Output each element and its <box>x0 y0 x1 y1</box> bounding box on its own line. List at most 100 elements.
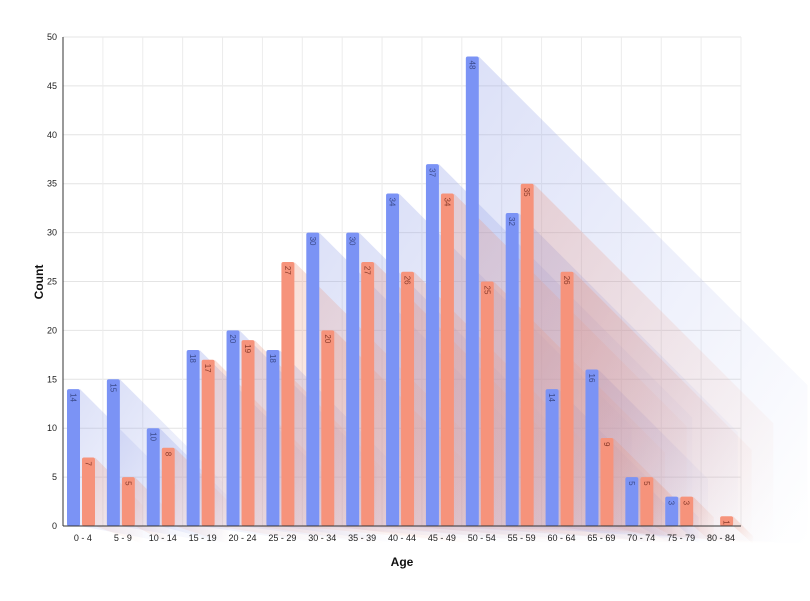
bar-series-1 <box>425 164 439 526</box>
y-tick-label: 0 <box>52 521 57 531</box>
bar-series-2 <box>680 496 694 526</box>
bar-value-label: 9 <box>602 442 611 447</box>
x-tick-label: 50 - 54 <box>468 533 496 543</box>
bar-series-1 <box>146 428 160 526</box>
bar-value-label: 32 <box>507 217 516 226</box>
x-tick-label: 30 - 34 <box>308 533 336 543</box>
bar-series-2 <box>401 271 415 526</box>
bar-series-1 <box>226 330 240 526</box>
bar-value-label: 20 <box>323 334 332 343</box>
bar-series-2 <box>82 457 95 526</box>
y-tick-label: 25 <box>47 277 57 287</box>
y-tick-label: 50 <box>47 32 57 42</box>
x-tick-label: 5 - 9 <box>114 533 132 543</box>
bar-value-label: 20 <box>228 334 237 343</box>
y-tick-label: 40 <box>47 130 57 140</box>
x-tick-label: 65 - 69 <box>587 533 615 543</box>
bar-series-2 <box>361 261 375 526</box>
bar-series-1 <box>505 213 519 527</box>
bar-value-label: 19 <box>243 344 252 353</box>
bar-shadow <box>693 496 714 544</box>
x-tick-label: 60 - 64 <box>548 533 576 543</box>
bar-value-label: 14 <box>69 393 78 402</box>
bar-series-1 <box>106 379 120 526</box>
bar-value-label: 35 <box>522 188 531 197</box>
bar-value-label: 26 <box>562 276 571 285</box>
bar-value-label: 3 <box>682 501 691 506</box>
bar-series-2 <box>520 183 534 526</box>
x-tick-label: 15 - 19 <box>189 533 217 543</box>
bar-value-label: 15 <box>108 383 117 392</box>
bar-series-1 <box>585 369 599 526</box>
bar-series-2 <box>281 261 295 526</box>
bar-series-2 <box>640 477 654 526</box>
y-tick-label: 15 <box>47 374 57 384</box>
bar-value-label: 30 <box>308 237 317 246</box>
bar-series-1 <box>67 389 80 526</box>
bar-value-label: 34 <box>388 197 397 206</box>
y-tick-label: 20 <box>47 325 57 335</box>
bar-series-1 <box>545 389 559 526</box>
bar-series-2 <box>720 516 734 526</box>
y-tick-label: 35 <box>47 179 57 189</box>
bar-series-1 <box>346 232 360 526</box>
x-tick-label: 10 - 14 <box>149 533 177 543</box>
bar-series-1 <box>665 496 679 526</box>
bar-series-2 <box>560 271 574 526</box>
bar-value-label: 14 <box>547 393 556 402</box>
bar-series-2 <box>321 330 335 526</box>
bar-value-label: 26 <box>403 276 412 285</box>
bar-series-2 <box>121 477 135 526</box>
bar-series-1 <box>306 232 320 526</box>
bar-value-label: 3 <box>667 501 676 506</box>
bar-series-2 <box>600 437 614 526</box>
bar-value-label: 16 <box>587 374 596 383</box>
y-tick-label: 10 <box>47 423 57 433</box>
bar-shadow <box>733 516 754 544</box>
x-tick-label: 75 - 79 <box>667 533 695 543</box>
bar-series-1 <box>625 477 639 526</box>
bar-series-2 <box>480 281 494 526</box>
y-tick-label: 5 <box>52 472 57 482</box>
x-tick-label: 45 - 49 <box>428 533 456 543</box>
bar-value-label: 34 <box>442 197 451 206</box>
bar-value-label: 17 <box>203 364 212 373</box>
bar-series-1 <box>465 56 479 527</box>
x-tick-label: 25 - 29 <box>268 533 296 543</box>
bar-value-label: 48 <box>467 61 476 70</box>
x-axis-title: Age <box>391 555 414 569</box>
bar-value-label: 27 <box>283 266 292 275</box>
bar-value-label: 18 <box>268 354 277 363</box>
bar-value-label: 30 <box>348 237 357 246</box>
bar-value-label: 8 <box>163 452 172 457</box>
y-tick-label: 45 <box>47 81 57 91</box>
bar-value-label: 5 <box>123 481 132 486</box>
y-tick-label: 30 <box>47 228 57 238</box>
x-tick-label: 80 - 84 <box>707 533 735 543</box>
x-tick-label: 20 - 24 <box>228 533 256 543</box>
axes <box>62 37 741 527</box>
y-axis-title: Count <box>32 265 46 300</box>
x-tick-label: 0 - 4 <box>74 533 92 543</box>
bar-series-1 <box>266 349 280 526</box>
bar-series-2 <box>440 193 454 527</box>
bar-value-label: 7 <box>84 462 93 467</box>
bar-value-label: 5 <box>627 481 636 486</box>
bar-series-2 <box>201 359 215 526</box>
bar-value-label: 25 <box>482 286 491 295</box>
x-tick-label: 70 - 74 <box>627 533 655 543</box>
bar-value-label: 1 <box>722 520 731 525</box>
bar-value-label: 37 <box>427 168 436 177</box>
bar-series-2 <box>161 447 175 526</box>
x-tick-label: 40 - 44 <box>388 533 416 543</box>
bar-value-label: 5 <box>642 481 651 486</box>
x-tick-label: 35 - 39 <box>348 533 376 543</box>
bar-series-1 <box>386 193 400 527</box>
bar-series-2 <box>241 340 255 526</box>
bar-value-label: 10 <box>148 432 157 441</box>
bar-value-label: 27 <box>363 266 372 275</box>
x-tick-label: 55 - 59 <box>508 533 536 543</box>
